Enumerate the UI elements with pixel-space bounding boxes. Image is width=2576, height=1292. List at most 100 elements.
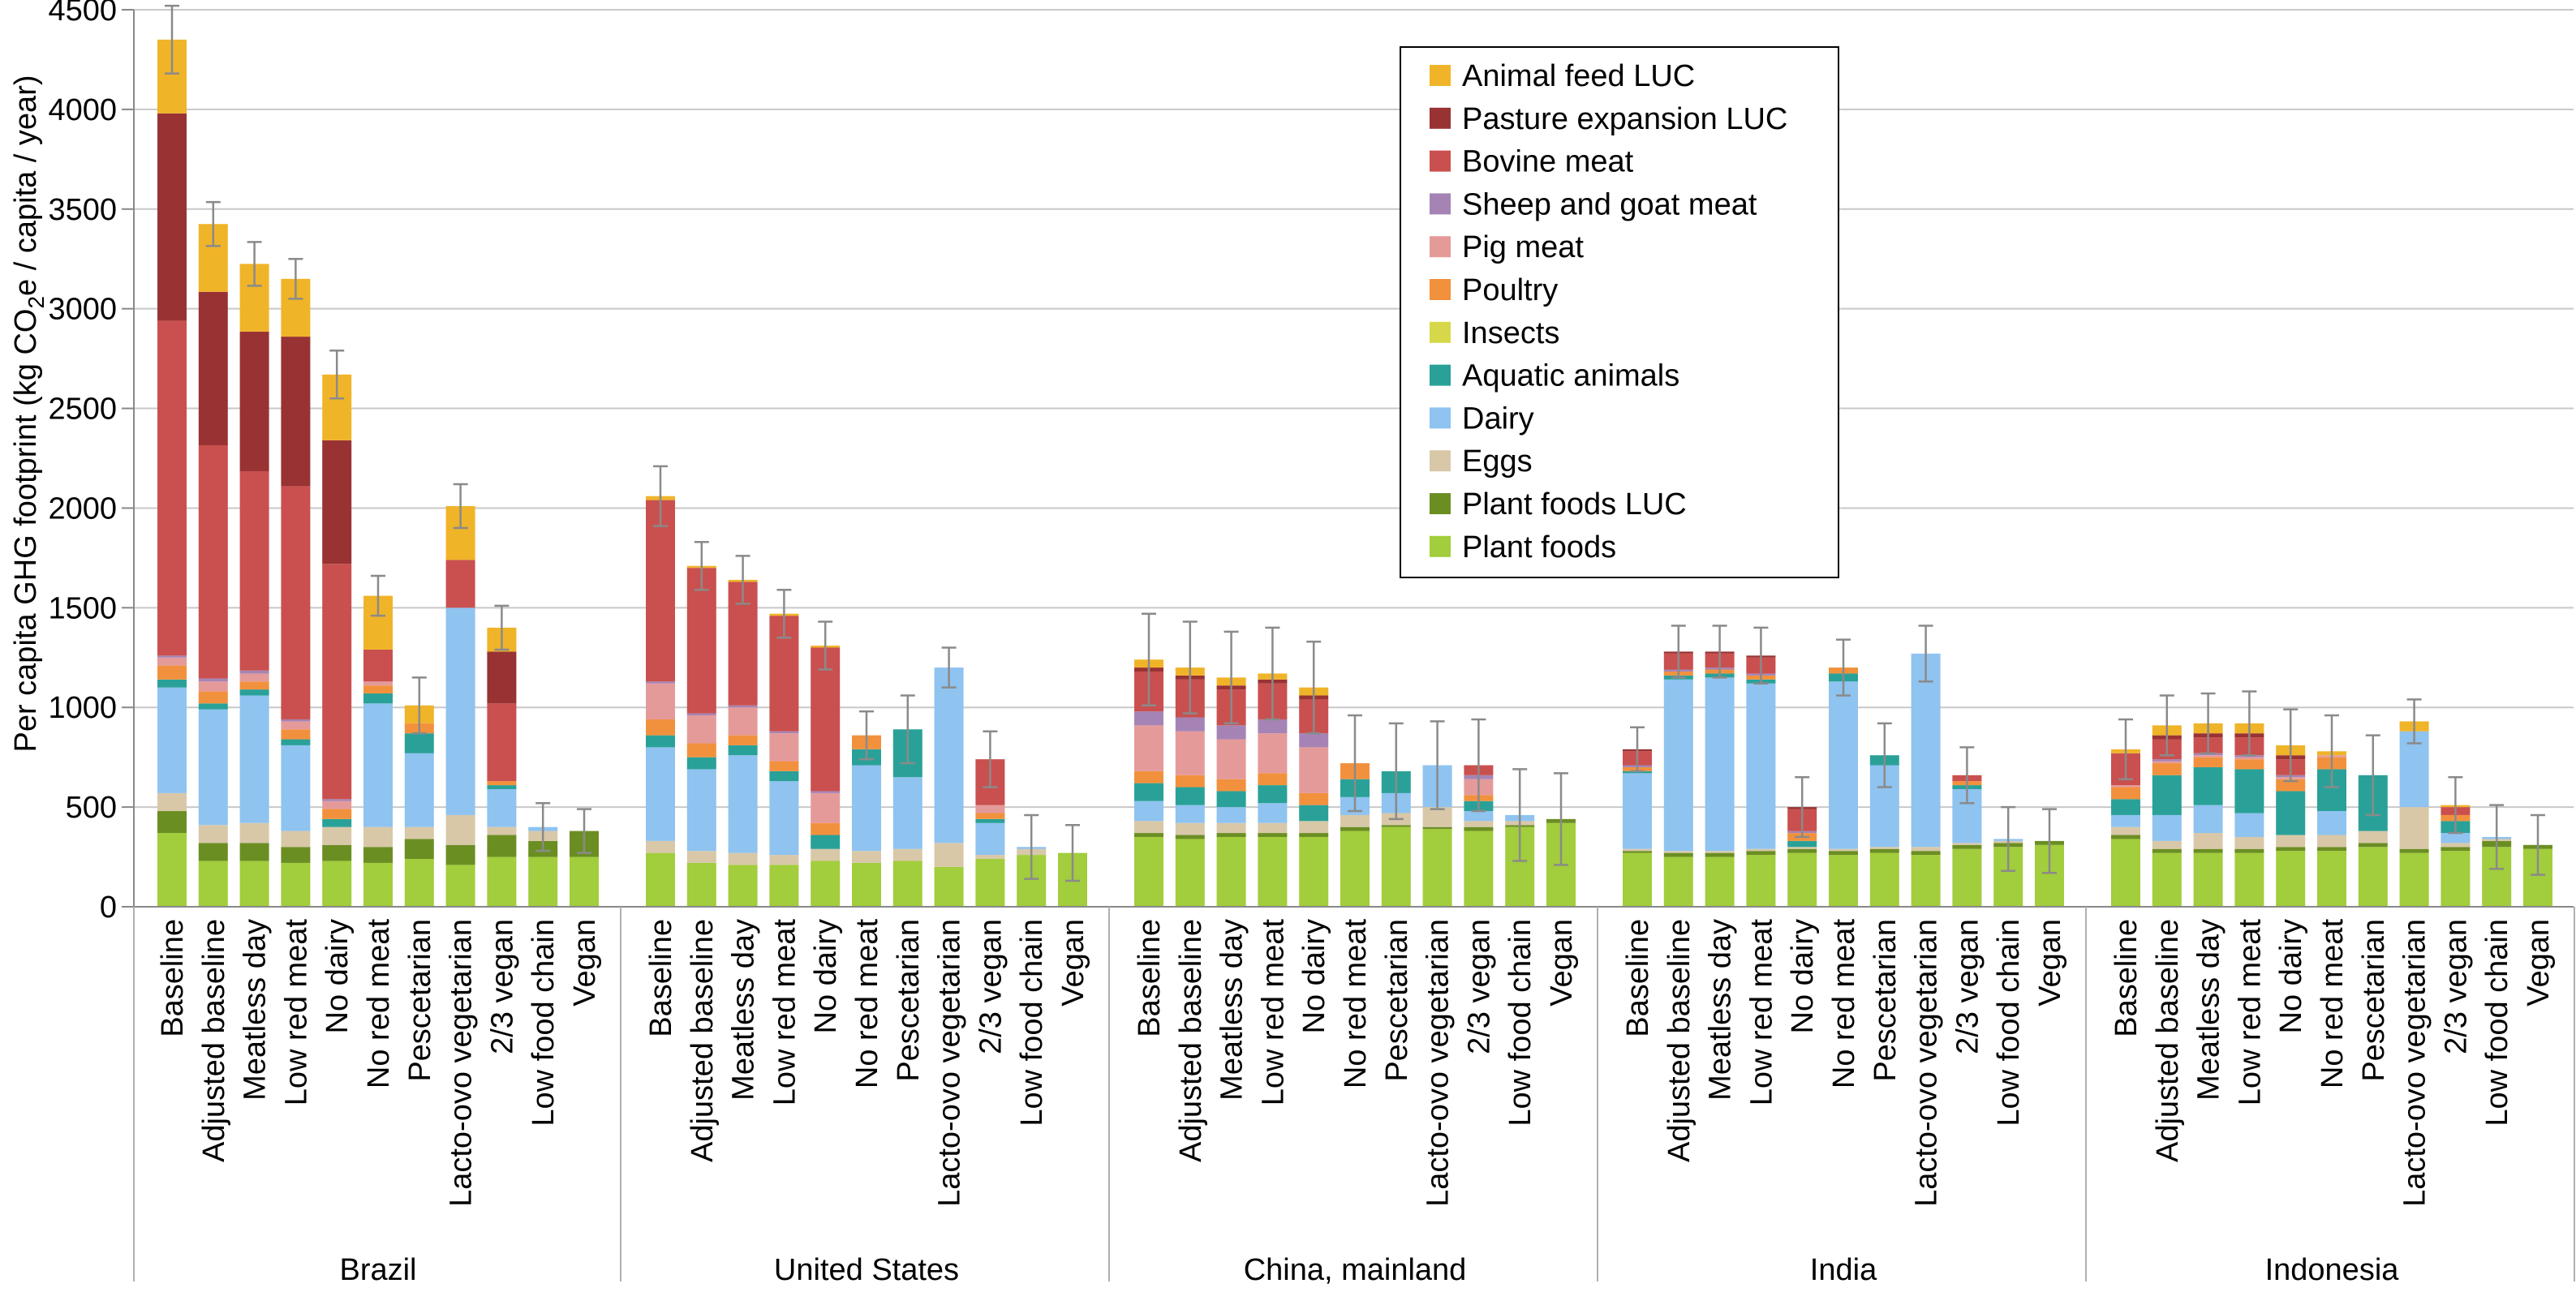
x-category-label: Low food chain (2480, 919, 2514, 1127)
bar-segment-plant-foods (2441, 851, 2471, 907)
bar-segment-eggs (239, 822, 269, 843)
bar-segment-dairy (445, 607, 475, 815)
x-category-label: 2/3 vegan (1462, 919, 1496, 1054)
bar-segment-plant-foods-luc (487, 835, 517, 857)
bar-segment-plant-foods-luc (281, 847, 311, 863)
bar-segment-aquatic-animals (322, 818, 352, 827)
bar-segment-plant-foods (1663, 856, 1693, 907)
bar-segment-eggs (811, 848, 841, 861)
legend-swatch (1430, 236, 1451, 258)
bar-segment-aquatic-animals (487, 785, 517, 789)
bar-segment-eggs (852, 851, 881, 863)
bar-segment-pig-meat (769, 733, 799, 762)
x-category-label: Lacto-ovo vegetarian (2398, 919, 2432, 1207)
bar-segment-plant-foods (157, 833, 187, 907)
bar-segment-plant-foods (646, 852, 675, 907)
bar-segment-dairy (1663, 679, 1693, 852)
bar-segment-dairy (2441, 833, 2471, 843)
x-category-label: Low red meat (1256, 919, 1290, 1106)
bar-segment-bovine-meat (487, 703, 517, 782)
bar-segment-plant-foods-luc (1258, 833, 1288, 837)
bar-segment-plant-foods (1746, 855, 1776, 907)
bar-segment-plant-foods (1299, 836, 1329, 907)
x-category-label: No dairy (809, 919, 843, 1034)
x-category-label: No red meat (850, 919, 884, 1089)
bar-segment-sheep-and-goat-meat (1134, 711, 1163, 726)
bar-segment-eggs (728, 852, 758, 865)
legend-entry: Aquatic animals (1462, 359, 1679, 393)
y-axis-ticks: 0 500 1000 1500 2000 2500 3000 3500 4000 4500 (48, 0, 134, 925)
bar-segment-plant-foods (528, 856, 558, 907)
y-tick-label: 500 (66, 791, 117, 825)
bar-segment-plant-foods-luc (2152, 848, 2182, 853)
bar-segment-aquatic-animals (1787, 840, 1817, 848)
bar-segment-plant-foods-luc (198, 843, 228, 861)
bar-segment-dairy (2111, 814, 2140, 827)
bar-segment-eggs (1663, 851, 1693, 853)
bar-segment-dairy (934, 667, 964, 843)
category-labels: Baseline Adjusted baseline Meatless day Low… (156, 919, 2556, 1207)
bar-segment-eggs (1175, 822, 1205, 835)
bar-segment-eggs (934, 843, 964, 867)
bar-segment-poultry (2152, 763, 2182, 775)
bar-segment-dairy (404, 753, 434, 827)
bar-segment-plant-foods (2317, 851, 2346, 907)
bar-segment-plant-foods-luc (157, 811, 187, 834)
bar-segment-eggs (2399, 807, 2429, 849)
bar-segment-plant-foods (852, 862, 881, 907)
bar-segment-pasture-expansion-luc (157, 113, 187, 321)
bar-segment-sheep-and-goat-meat (281, 719, 311, 722)
x-category-label: Pescetarian (1869, 919, 1903, 1082)
bar-segment-sheep-and-goat-meat (1216, 725, 1246, 740)
legend-entry: Pig meat (1462, 230, 1584, 264)
country-labels: Brazil United States China, mainland India I… (339, 1253, 2399, 1287)
bar-segment-eggs (1829, 848, 1858, 852)
x-category-label: No dairy (320, 919, 355, 1034)
x-category-label: 2/3 vegan (485, 919, 519, 1054)
bar-segment-plant-foods (769, 865, 799, 907)
bar-segment-dairy (728, 755, 758, 853)
bar-segment-poultry (769, 761, 799, 771)
bar-segment-aquatic-animals (646, 735, 675, 748)
bar-segment-aquatic-animals (239, 689, 269, 696)
bar-segment-pig-meat (1175, 731, 1205, 775)
bar-segment-plant-foods-luc (1869, 848, 1899, 853)
country-label: India (1810, 1253, 1877, 1287)
bar-segment-plant-foods (2152, 852, 2182, 907)
bar-segment-eggs (445, 814, 475, 845)
country-label: United States (774, 1253, 959, 1287)
bar-segment-aquatic-animals (975, 818, 1005, 823)
bar-segment-dairy (1175, 805, 1205, 823)
bar-segment-eggs (2317, 835, 2346, 848)
bar-segment-plant-foods-luc (2441, 847, 2471, 852)
bar-segment-eggs (1422, 807, 1452, 827)
bar-segment-plant-foods-luc (445, 844, 475, 865)
bar-segment-plant-foods (811, 861, 841, 907)
bar-segment-eggs (975, 855, 1005, 860)
x-category-label: Lacto-ovo vegetarian (445, 919, 479, 1207)
bar-segment-aquatic-animals (404, 733, 434, 753)
bar-segment-bovine-meat (686, 568, 716, 714)
x-category-label: Lacto-ovo vegetarian (1421, 919, 1456, 1207)
legend-entry: Plant foods (1462, 530, 1616, 564)
bar-segment-plant-foods (1787, 852, 1817, 907)
bar-segment-eggs (1869, 847, 1899, 849)
bar-segment-aquatic-animals (1216, 791, 1246, 808)
legend-entry: Dairy (1462, 401, 1534, 436)
legend-swatch (1430, 321, 1451, 343)
bar-segment-poultry (198, 691, 228, 704)
bar-segment-plant-foods (404, 859, 434, 907)
bar-segment-dairy (239, 695, 269, 823)
legend-swatch (1430, 493, 1451, 514)
bar-segment-aquatic-animals (2152, 775, 2182, 815)
bar-segment-plant-foods (1258, 836, 1288, 907)
x-category-label: Vegan (2522, 919, 2556, 1007)
bar-segment-eggs (1258, 822, 1288, 834)
bar-segment-poultry (281, 729, 311, 740)
bar-segment-eggs (686, 851, 716, 863)
bar-segment-poultry (1216, 779, 1246, 792)
bar-segment-dairy (1911, 653, 1941, 848)
legend-entry: Animal feed LUC (1462, 59, 1695, 93)
x-category-label: Low red meat (768, 919, 802, 1106)
bar-segment-eggs (1952, 843, 1982, 845)
